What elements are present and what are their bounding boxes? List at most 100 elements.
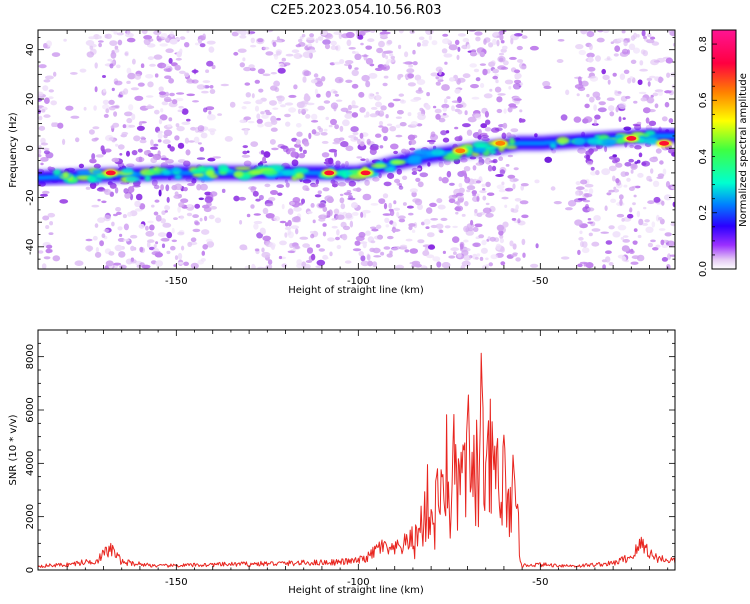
noise-speck: [91, 204, 100, 208]
noise-speck: [396, 211, 400, 218]
noise-speck: [482, 68, 488, 76]
noise-speck: [293, 53, 303, 59]
noise-speck: [155, 214, 162, 222]
noise-speck: [248, 64, 255, 69]
noise-speck: [126, 117, 133, 124]
noise-speck: [584, 154, 591, 159]
noise-speck: [311, 120, 319, 123]
noise-speck: [239, 119, 247, 124]
noise-speck: [145, 225, 149, 231]
noise-speck: [395, 124, 401, 129]
noise-speck: [175, 37, 182, 41]
noise-speck: [114, 104, 120, 109]
ridge-blob: [370, 163, 388, 168]
noise-speck: [149, 224, 155, 231]
noise-speck: [302, 76, 307, 83]
noise-speck: [102, 99, 110, 105]
noise-speck: [196, 84, 206, 90]
noise-speck: [155, 241, 159, 245]
noise-speck: [618, 116, 622, 123]
noise-speck: [63, 38, 67, 42]
noise-speck: [509, 56, 517, 60]
ridge-blob: [168, 168, 183, 172]
snr-x-tick-label: -100: [347, 577, 370, 588]
noise-speck: [267, 259, 273, 265]
noise-speck: [485, 202, 490, 206]
noise-speck: [317, 105, 326, 111]
noise-speck: [471, 96, 480, 100]
noise-speck: [575, 181, 581, 186]
noise-speck: [437, 204, 446, 210]
noise-speck: [95, 154, 104, 158]
noise-speck: [311, 113, 318, 121]
noise-speck: [375, 133, 382, 138]
noise-speck: [636, 121, 642, 125]
noise-speck: [459, 243, 464, 250]
noise-speck: [441, 48, 448, 54]
noise-speck: [291, 137, 298, 142]
snr-y-tick-label: 4000: [25, 451, 36, 476]
noise-speck: [591, 228, 601, 232]
noise-speck: [463, 239, 469, 243]
noise-speck: [204, 215, 208, 222]
noise-speck: [114, 45, 119, 50]
noise-speck: [352, 50, 356, 54]
noise-speck: [221, 188, 226, 193]
noise-speck: [177, 206, 181, 213]
noise-speck: [434, 108, 442, 114]
noise-speck: [237, 48, 247, 53]
noise-speck: [204, 196, 213, 204]
noise-speck: [641, 160, 651, 167]
noise-speck: [158, 118, 163, 125]
noise-speck: [318, 248, 325, 252]
noise-speck: [445, 130, 450, 134]
noise-speck: [100, 145, 105, 152]
noise-speck: [485, 119, 491, 125]
noise-speck: [398, 30, 404, 34]
noise-speck: [556, 59, 564, 63]
noise-speck: [411, 260, 421, 266]
noise-speck: [349, 220, 353, 228]
noise-speck: [382, 50, 392, 54]
noise-speck: [430, 218, 439, 221]
noise-speck: [122, 124, 127, 129]
noise-speck: [57, 122, 64, 129]
noise-speck: [485, 212, 494, 218]
noise-speck: [93, 105, 97, 111]
noise-speck: [134, 200, 141, 208]
noise-speck: [109, 40, 118, 46]
noise-speck: [186, 118, 191, 122]
noise-speck: [139, 203, 146, 210]
noise-speck: [317, 190, 322, 195]
noise-speck: [499, 238, 504, 244]
noise-speck: [496, 39, 500, 47]
noise-speck: [372, 177, 380, 182]
noise-speck: [529, 45, 539, 51]
noise-speck: [282, 62, 291, 66]
noise-speck: [608, 262, 614, 266]
noise-speck: [386, 58, 396, 63]
noise-speck: [94, 251, 102, 258]
noise-speck: [351, 202, 358, 209]
noise-speck: [165, 48, 174, 53]
noise-speck: [621, 245, 630, 252]
noise-speck: [368, 92, 375, 100]
noise-speck: [333, 90, 338, 94]
noise-speck: [396, 168, 402, 175]
noise-speck: [239, 35, 247, 39]
noise-speck: [344, 113, 353, 119]
noise-speck: [385, 224, 390, 228]
noise-speck: [153, 30, 162, 35]
noise-speck: [442, 137, 450, 143]
noise-speck: [647, 32, 652, 38]
ridge-blob: [489, 149, 497, 155]
noise-speck: [639, 68, 648, 72]
noise-speck: [270, 72, 277, 75]
noise-speck: [331, 218, 337, 221]
noise-speck: [171, 227, 175, 234]
noise-speck: [253, 223, 259, 230]
noise-speck: [194, 220, 199, 225]
noise-speck: [138, 223, 145, 229]
noise-speck: [454, 206, 462, 211]
noise-speck: [474, 223, 483, 228]
